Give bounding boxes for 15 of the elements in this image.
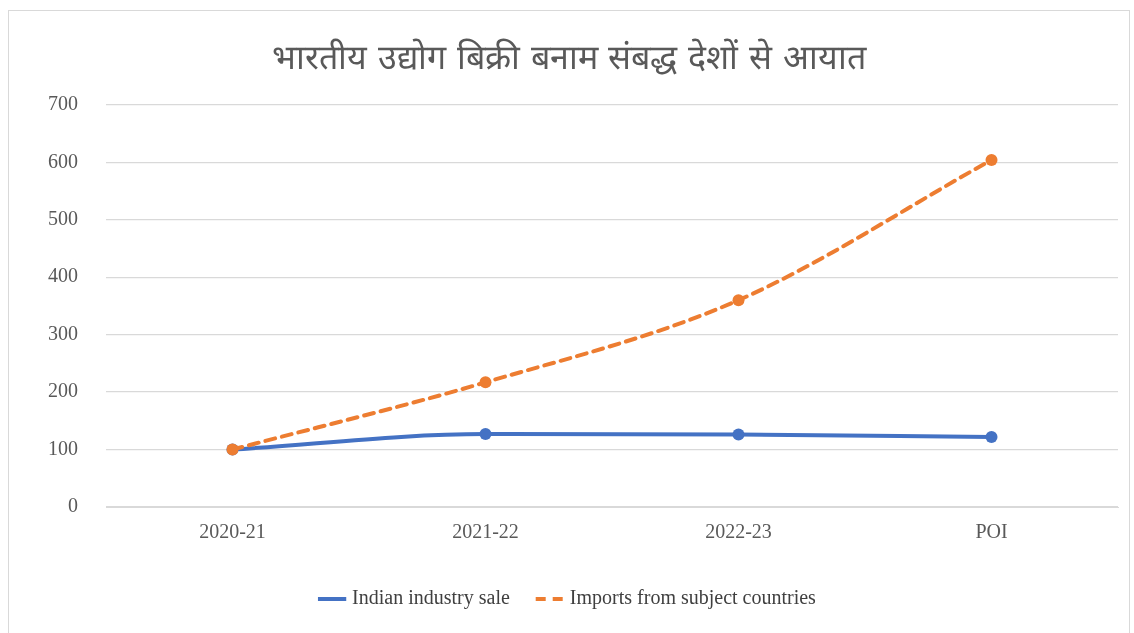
y-tick-label: 0 <box>68 494 78 517</box>
y-tick-label: 500 <box>48 206 78 229</box>
x-tick-label: 2020-21 <box>199 520 266 543</box>
x-tick-label: 2021-22 <box>452 520 519 543</box>
y-tick-label: 300 <box>48 321 78 344</box>
y-tick-label: 200 <box>48 379 78 402</box>
x-tick-label: POI <box>975 520 1008 543</box>
x-tick-label: 2022-23 <box>705 520 772 543</box>
y-tick-label: 100 <box>48 436 78 459</box>
legend-label: Imports from subject countries <box>569 586 817 610</box>
y-tick-label: 400 <box>48 264 78 287</box>
y-tick-label: 600 <box>48 149 78 172</box>
y-tick-label: 700 <box>48 92 78 115</box>
legend-label: Indian industry sale <box>352 586 510 610</box>
chart-title: भारतीय उद्योग बिक्री बनाम संबद्ध देशों से आयात <box>272 37 867 78</box>
